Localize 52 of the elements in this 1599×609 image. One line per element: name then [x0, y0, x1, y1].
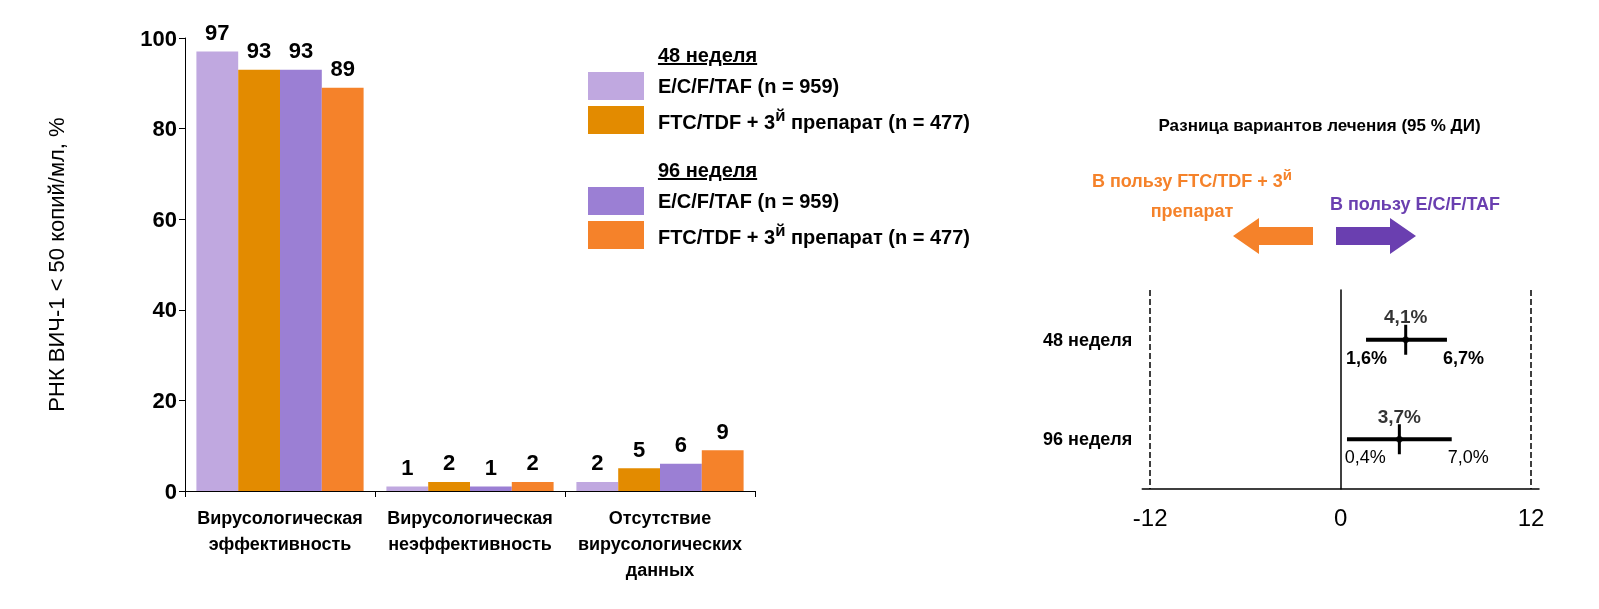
data-label: 4,1% — [1384, 306, 1428, 328]
data-label: 9 — [716, 418, 729, 444]
bar — [470, 486, 512, 491]
x-tick-label: 0 — [1333, 503, 1348, 531]
data-label: 93 — [246, 38, 272, 64]
y-axis-title: РНК ВИЧ-1 < 50 копий/мл, % — [43, 117, 69, 412]
bar — [701, 450, 744, 491]
y-tick-label: 40 — [152, 297, 177, 323]
y-tick-label: 60 — [152, 206, 177, 232]
data-label: 2 — [591, 450, 604, 476]
annotation: 6,7% — [1442, 346, 1485, 370]
annotation: 48 неделя — [657, 44, 759, 67]
data-label: 1 — [401, 454, 414, 480]
annotation: 96 неделя — [657, 159, 759, 182]
text: В пользу E/C/F/TAF — [1330, 193, 1501, 216]
bar — [280, 69, 322, 491]
x-tick-label: Вирусологическая эффективность — [197, 508, 363, 554]
annotation: 7,0% — [1447, 446, 1490, 470]
annotation: 0,4% — [1344, 446, 1387, 470]
legend-label: E/C/F/TAF (n = 959) — [657, 189, 840, 213]
bar — [428, 481, 470, 491]
y-tick-label: 20 — [152, 387, 177, 413]
data-label: 1 — [484, 454, 498, 480]
bar — [196, 51, 239, 491]
data-label: 89 — [330, 56, 355, 82]
legend-label: FTC/TDF + 3$^{й}$ препарат (n = 477) — [657, 221, 970, 249]
y-tick-label: 100 — [140, 25, 177, 51]
data-label: 2 — [526, 450, 539, 476]
bar — [238, 69, 280, 491]
legend-label: E/C/F/TAF (n = 959) — [657, 74, 840, 98]
data-label: 3,7% — [1377, 405, 1422, 427]
bar — [618, 468, 660, 491]
legend-label: FTC/TDF + 3$^{й}$ препарат (n = 477) — [657, 106, 970, 134]
bar — [576, 481, 619, 491]
data-label: 6 — [674, 432, 688, 458]
data-label: 97 — [205, 20, 230, 46]
data-label: 2 — [442, 450, 456, 476]
x-tick-label: Вирусологическая неэффективность — [387, 508, 553, 554]
annotation: 1,6% — [1346, 346, 1389, 370]
y-tick-label: 80 — [152, 116, 177, 142]
bar — [511, 481, 554, 491]
text: В пользу FTC/TDF + 3$^{й}$ препарат — [1091, 166, 1293, 221]
bar — [386, 486, 429, 491]
y-tick-label: 0 — [164, 478, 177, 504]
chart-title: Разница вариантов лечения (95 % ДИ) — [1158, 116, 1481, 135]
bar — [321, 87, 364, 491]
x-tick-label: -12 — [1132, 503, 1168, 531]
bar — [660, 463, 702, 491]
data-label: 5 — [632, 436, 646, 462]
x-tick-label: Отсутствие вирусологических данных — [577, 508, 743, 580]
data-label: 93 — [288, 38, 314, 64]
x-tick-label: 12 — [1517, 503, 1545, 531]
